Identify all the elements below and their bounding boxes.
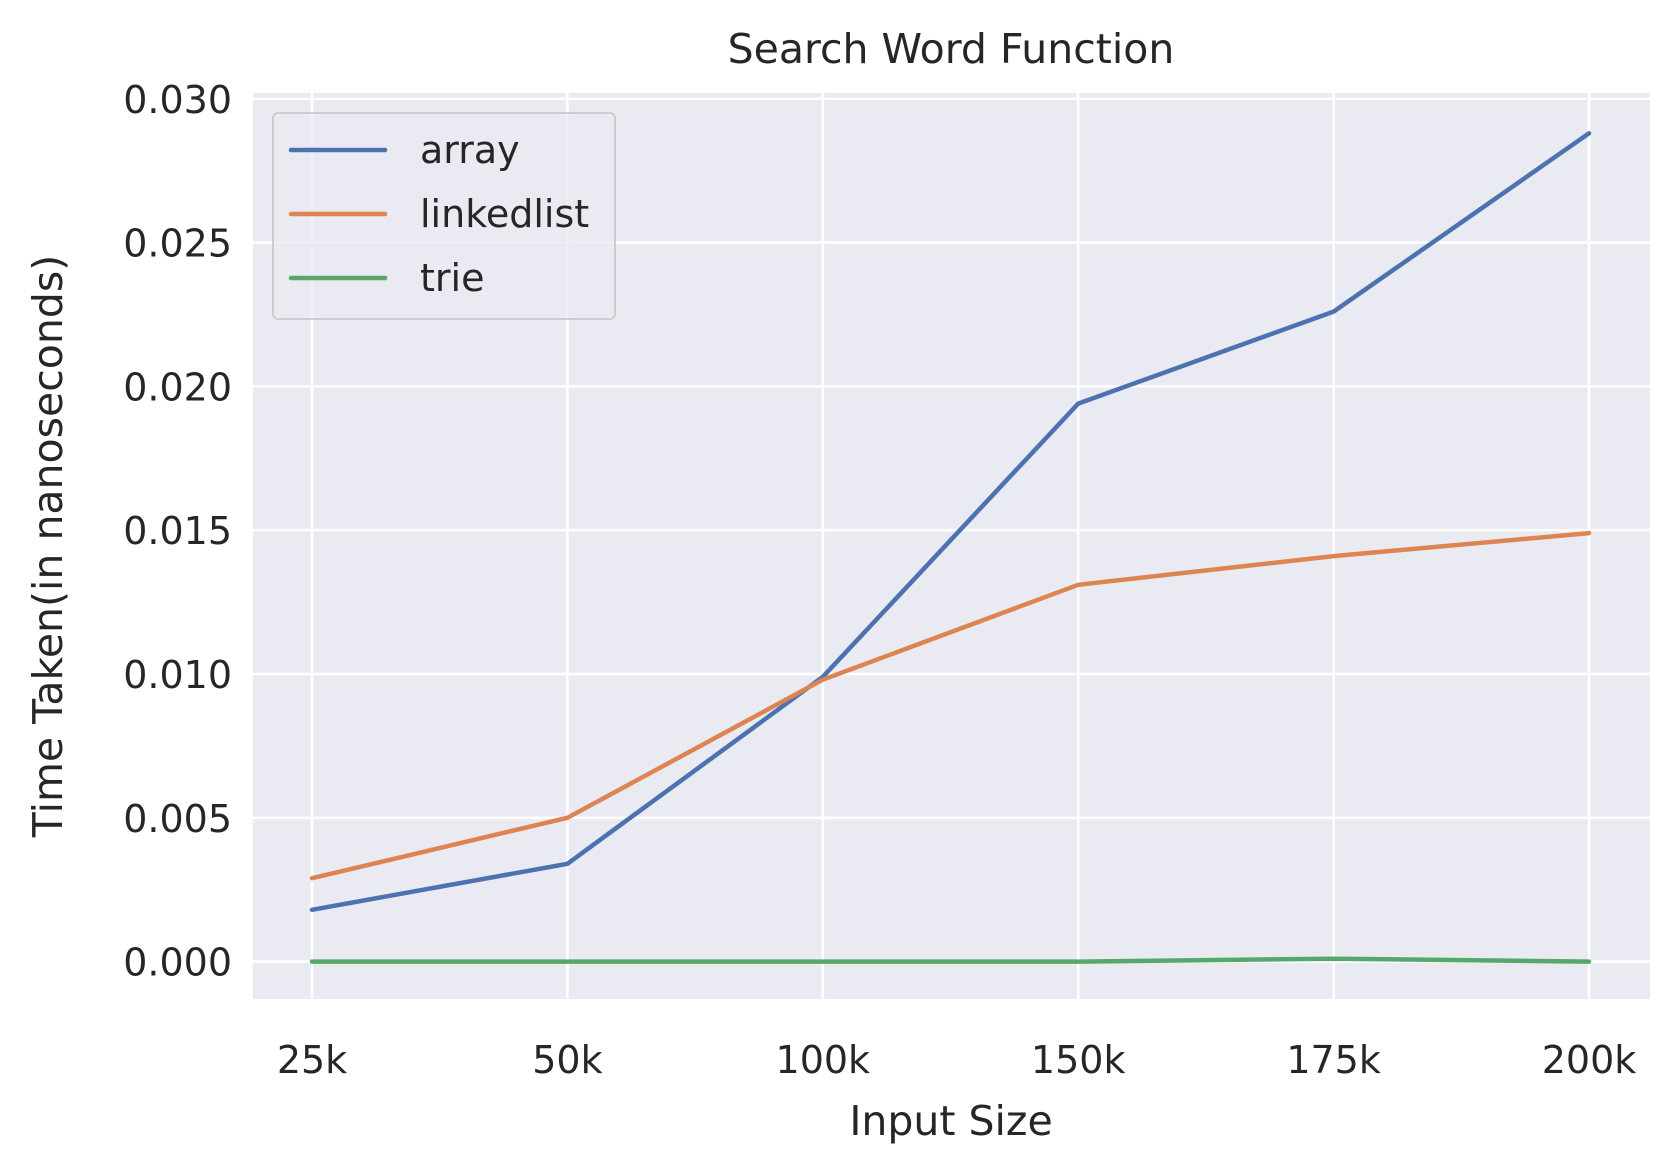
series-line-trie <box>309 956 1592 964</box>
y-tick-label: 0.030 <box>123 78 232 122</box>
legend-label-array: array <box>420 128 520 172</box>
legend-box <box>272 112 616 320</box>
x-tick-labels: 25k 50k 100k 150k 175k 200k <box>277 1038 1636 1082</box>
x-tick-label: 150k <box>1031 1038 1126 1082</box>
legend-label-linkedlist: linkedlist <box>420 192 589 236</box>
y-tick-labels: 0.000 0.005 0.010 0.015 0.020 0.025 0.030 <box>123 78 232 985</box>
legend-label-trie: trie <box>420 256 484 300</box>
y-tick-label: 0.010 <box>123 653 232 697</box>
x-tick-label: 25k <box>277 1038 347 1082</box>
y-axis-label: Time Taken(in nanoseconds) <box>24 255 72 838</box>
y-tick-label: 0.020 <box>123 365 232 409</box>
x-tick-label: 100k <box>776 1038 871 1082</box>
y-tick-label: 0.015 <box>123 509 232 553</box>
x-axis-label: Input Size <box>849 1097 1052 1145</box>
x-tick-label: 200k <box>1542 1038 1637 1082</box>
legend: array linkedlist trie <box>272 112 616 320</box>
series-line-linkedlist <box>309 530 1592 881</box>
y-tick-label: 0.000 <box>123 941 232 985</box>
x-tick-label: 50k <box>532 1038 602 1082</box>
series-line-array <box>309 131 1592 913</box>
chart-title: Search Word Function <box>728 25 1175 73</box>
y-tick-label: 0.025 <box>123 222 232 266</box>
y-tick-label: 0.005 <box>123 797 232 841</box>
legend-items: array linkedlist trie <box>288 128 589 300</box>
x-tick-label: 175k <box>1286 1038 1381 1082</box>
series-lines <box>309 131 1592 964</box>
